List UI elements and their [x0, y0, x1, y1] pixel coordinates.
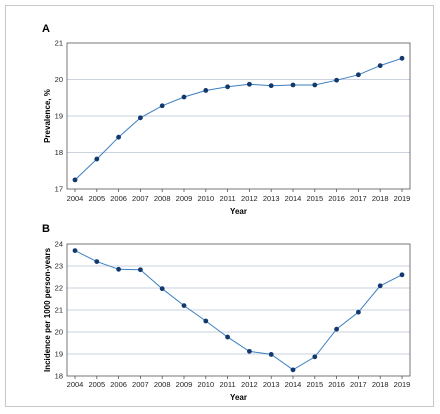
panel-b-y-axis-title: Incidence per 1000 person-years [43, 247, 52, 372]
panel-b-data-point [290, 367, 296, 373]
panel-b-y-tick-label: 21 [55, 306, 63, 315]
panel-b-data-point [94, 259, 100, 264]
panel-b-data-point [377, 283, 383, 289]
panel-b-x-axis-title: Year [230, 393, 247, 402]
panel-a-series-line [74, 57, 403, 181]
panel-b-data-point [159, 286, 165, 292]
panel-b-x-tick-label: 2008 [154, 380, 171, 389]
panel-b-data-point [138, 267, 143, 273]
panel-a-x-tick-label: 2011 [220, 194, 236, 203]
panel-b-data-point [116, 266, 121, 272]
panel-a-x-tick-label: 2010 [197, 194, 214, 203]
panel-b-data-point [203, 318, 209, 324]
panel-a-y-tick-label: 21 [55, 39, 63, 48]
panel-b-x-tick-label: 2014 [285, 380, 302, 389]
panel-a-x-tick-label: 2013 [263, 194, 280, 203]
panel-b-data-point [268, 352, 274, 357]
panel-b-letter: B [42, 223, 50, 235]
panel-a-x-tick-label: 2014 [285, 194, 302, 203]
panel-a-x-tick-label: 2018 [372, 194, 389, 203]
panel-b-x-tick-label: 2006 [110, 380, 127, 389]
panel-a-data-point [377, 63, 383, 69]
panel-a-data-point [356, 72, 361, 78]
panel-a-y-tick-label: 17 [55, 185, 63, 194]
panel-a-x-axis-title: Year [230, 207, 247, 216]
panel-b-x-tick-label: 2011 [220, 380, 236, 389]
panel-a-data-point [138, 115, 143, 121]
panel-a-data-point [399, 55, 405, 61]
panel-a-x-tick-label: 2009 [176, 194, 193, 203]
panel-a-data-point [312, 82, 318, 88]
panel-a-x-tick-label: 2005 [88, 194, 105, 203]
panel-b-x-tick-label: 2019 [394, 380, 411, 389]
panel-b-x-tick-label: 2017 [350, 380, 367, 389]
panel-a-x-tick-label: 2015 [306, 194, 323, 203]
panel-a-y-tick-label: 20 [55, 75, 63, 84]
panel-a-data-point [181, 94, 187, 100]
panel-b-x-tick-label: 2018 [372, 380, 389, 389]
panel-a-x-tick-label: 2004 [67, 194, 84, 203]
panel-a-data-point [334, 77, 339, 83]
panel-b-series-line [74, 250, 403, 371]
panel-a-data-point [159, 103, 165, 109]
panel-a-x-tick-label: 2019 [394, 194, 411, 203]
panel-a-y-axis-title: Prevalence, % [43, 89, 52, 143]
panel-b-data-point [356, 309, 361, 315]
panel-a-x-tick-label: 2008 [154, 194, 171, 203]
panel-a-data-point [203, 88, 209, 93]
panel-a-y-tick-label: 18 [55, 148, 63, 157]
panel-b-x-tick-label: 2016 [328, 380, 345, 389]
panel-b-data-point [181, 303, 187, 308]
panel-b-x-tick-label: 2005 [88, 380, 105, 389]
panel-b-x-tick-label: 2009 [176, 380, 193, 389]
panel-b-y-tick-label: 24 [55, 240, 63, 249]
panel-a-x-tick-label: 2006 [110, 194, 127, 203]
panel-b-x-tick-label: 2012 [241, 380, 258, 389]
panel-b-x-tick-label: 2004 [67, 380, 84, 389]
panel-a-x-tick-label: 2007 [132, 194, 149, 203]
panel-a-letter: A [42, 23, 50, 35]
panel-b-x-tick-label: 2013 [263, 380, 280, 389]
panel-b-x-tick-label: 2010 [197, 380, 214, 389]
panel-b-y-tick-label: 23 [55, 262, 63, 271]
panel-a-x-tick-label: 2016 [328, 194, 345, 203]
panel-a-y-tick-label: 19 [55, 112, 63, 121]
panel-a-x-tick-label: 2012 [241, 194, 258, 203]
panel-a-data-point [72, 177, 78, 183]
panel-a-plot-area [66, 42, 411, 190]
panel-b-y-tick-label: 18 [55, 372, 63, 381]
panel-a-data-point [225, 84, 231, 90]
panel-b-y-tick-label: 19 [55, 350, 63, 359]
panel-b-data-point [225, 334, 231, 340]
panel-b-plot-area [66, 243, 411, 377]
panel-b-data-point [334, 326, 339, 332]
panel-a-x-tick-label: 2017 [350, 194, 367, 203]
panel-b-x-tick-label: 2007 [132, 380, 149, 389]
panel-a-data-point [94, 156, 100, 162]
panel-b-data-point [399, 272, 405, 278]
panel-b-x-tick-label: 2015 [306, 380, 323, 389]
panel-b-y-tick-label: 22 [55, 284, 63, 293]
panel-b-data-point [72, 248, 78, 254]
panel-b-y-tick-label: 20 [55, 328, 63, 337]
panel-a-data-point [247, 81, 252, 87]
panel-a-data-point [116, 134, 121, 140]
panel-b-data-point [247, 348, 252, 354]
panel-b-data-point [312, 354, 318, 360]
panel-a-data-point [268, 83, 274, 89]
figure-frame [5, 5, 434, 407]
panel-a-data-point [290, 82, 296, 88]
